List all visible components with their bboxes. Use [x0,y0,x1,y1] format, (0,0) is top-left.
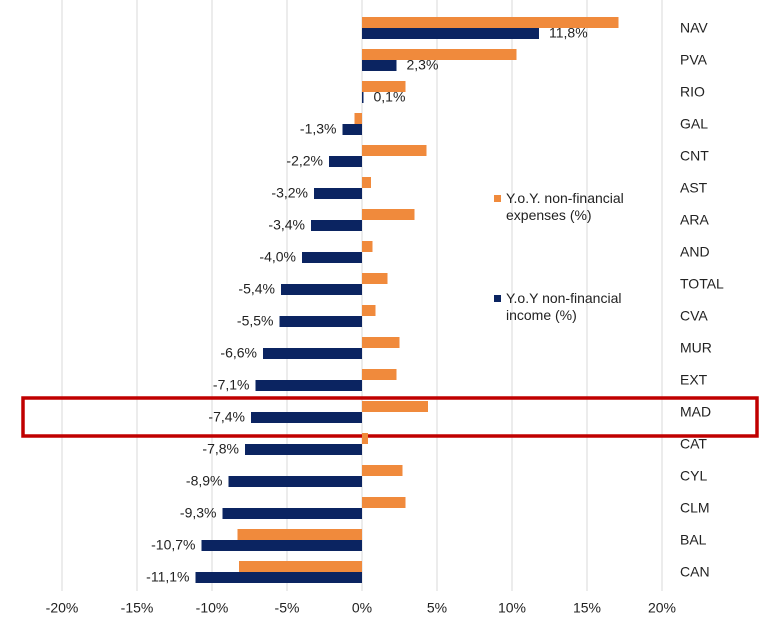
bar [251,412,362,423]
data-label: -9,3% [180,505,217,521]
category-label: BAL [680,532,707,548]
category-label: EXT [680,372,708,388]
bar [245,444,362,455]
data-label: -7,8% [202,441,239,457]
category-label: RIO [680,84,705,100]
bar [311,220,362,231]
data-label: -8,9% [186,473,223,489]
data-label: -1,3% [300,121,337,137]
data-label: -5,5% [237,313,274,329]
bar [362,433,368,444]
category-label: PVA [680,52,708,68]
bar [342,124,362,135]
bar [362,177,371,188]
bar [362,497,406,508]
legend-swatch [494,195,501,202]
category-label: AST [680,180,708,196]
category-label: CVA [680,308,708,324]
category-label: GAL [680,116,708,132]
bar [281,284,362,295]
x-tick-label: 0% [352,600,372,616]
category-label: CLM [680,500,710,516]
x-tick-label: 10% [498,600,526,616]
data-label: -6,6% [220,345,257,361]
category-label: TOTAL [680,276,724,292]
bar [195,572,362,583]
bar [362,401,428,412]
bar [354,113,362,124]
bar [362,209,415,220]
bar [201,540,362,551]
bar [314,188,362,199]
bar [228,476,362,487]
category-label: AND [680,244,710,260]
category-label: MAD [680,404,711,420]
data-label: -11,1% [146,569,189,585]
data-label: -3,2% [271,185,308,201]
category-label: ARA [680,212,709,228]
bar [329,156,362,167]
bar [362,49,517,60]
x-tick-label: 5% [427,600,447,616]
data-label: -4,0% [259,249,296,265]
bar [362,28,539,39]
data-label: 0,1% [374,89,406,105]
bar [239,561,362,572]
data-label: 11,8% [549,25,588,41]
x-tick-label: 15% [573,600,601,616]
data-label: -3,4% [268,217,305,233]
x-tick-label: -10% [196,600,229,616]
x-tick-label: -20% [46,600,79,616]
legend-label: Y.o.Y non-financial income (%) [506,290,622,323]
data-label: -7,1% [213,377,250,393]
data-label: -5,4% [238,281,275,297]
x-tick-label: 20% [648,600,676,616]
x-tick-label: -5% [275,600,300,616]
data-label: -10,7% [151,537,195,553]
bar [362,337,400,348]
data-label: 2,3% [407,57,439,73]
category-label: CNT [680,148,709,164]
bar [362,145,427,156]
bar [222,508,362,519]
bar [362,369,397,380]
data-label: -7,4% [208,409,245,425]
category-label: CAT [680,436,707,452]
bar [263,348,362,359]
bar [362,17,619,28]
category-label: CAN [680,564,710,580]
bar [362,92,364,103]
legend-label: Y.o.Y. non-financial expenses (%) [506,190,624,223]
bar [362,81,406,92]
bar [362,273,388,284]
highlight-box [21,396,759,438]
bar [362,465,403,476]
bar [362,241,373,252]
category-label: CYL [680,468,707,484]
category-label: MUR [680,340,712,356]
category-label: NAV [680,20,708,36]
bar [362,60,397,71]
data-label: -2,2% [286,153,323,169]
bar [279,316,362,327]
x-tick-label: -15% [121,600,154,616]
bar [302,252,362,263]
legend-swatch [494,295,501,302]
bar [237,529,362,540]
bar [362,305,376,316]
bar [255,380,362,391]
